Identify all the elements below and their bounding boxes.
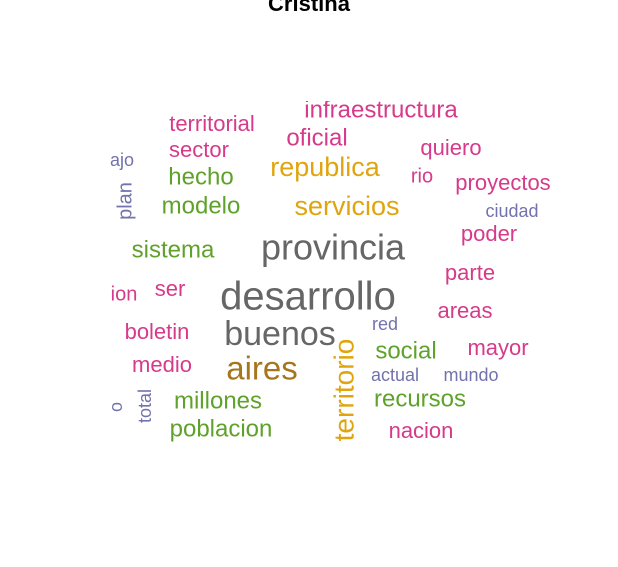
word-ajo: ajo — [110, 150, 134, 170]
word-modelo: modelo — [162, 192, 241, 219]
word-buenos: buenos — [224, 315, 336, 353]
word-hecho: hecho — [168, 163, 233, 190]
word-recursos: recursos — [374, 385, 466, 412]
word-total: total — [135, 389, 155, 423]
word-poder: poder — [461, 221, 517, 246]
word-oficial: oficial — [286, 124, 347, 151]
word-provincia: provincia — [261, 227, 406, 268]
word-nacion: nacion — [389, 418, 454, 443]
word-mundo: mundo — [443, 365, 498, 385]
word-o: o — [106, 402, 126, 412]
word-infraestructura: infraestructura — [304, 96, 458, 123]
word-ser: ser — [155, 276, 186, 301]
word-rio: rio — [411, 165, 433, 187]
word-aires: aires — [226, 350, 298, 387]
word-ciudad: ciudad — [485, 201, 538, 221]
word-parte: parte — [445, 260, 495, 285]
word-plan: plan — [114, 182, 136, 220]
word-ion: ion — [111, 283, 138, 305]
word-sistema: sistema — [132, 236, 215, 263]
word-servicios: servicios — [294, 191, 399, 221]
chart-title: Cristina — [268, 0, 351, 16]
word-areas: areas — [437, 298, 492, 323]
word-quiero: quiero — [420, 135, 481, 160]
word-boletin: boletin — [125, 319, 190, 344]
word-desarrollo: desarrollo — [220, 275, 396, 319]
word-territorial: territorial — [169, 111, 255, 136]
word-territorio: territorio — [328, 339, 359, 442]
word-poblacion: poblacion — [170, 415, 273, 442]
word-millones: millones — [174, 387, 262, 414]
word-republica: republica — [270, 152, 381, 182]
word-social: social — [375, 337, 436, 364]
word-mayor: mayor — [467, 335, 528, 360]
word-actual: actual — [371, 365, 419, 385]
word-sector: sector — [169, 137, 229, 162]
word-red: red — [372, 314, 398, 334]
word-proyectos: proyectos — [455, 170, 550, 195]
word-medio: medio — [132, 352, 192, 377]
